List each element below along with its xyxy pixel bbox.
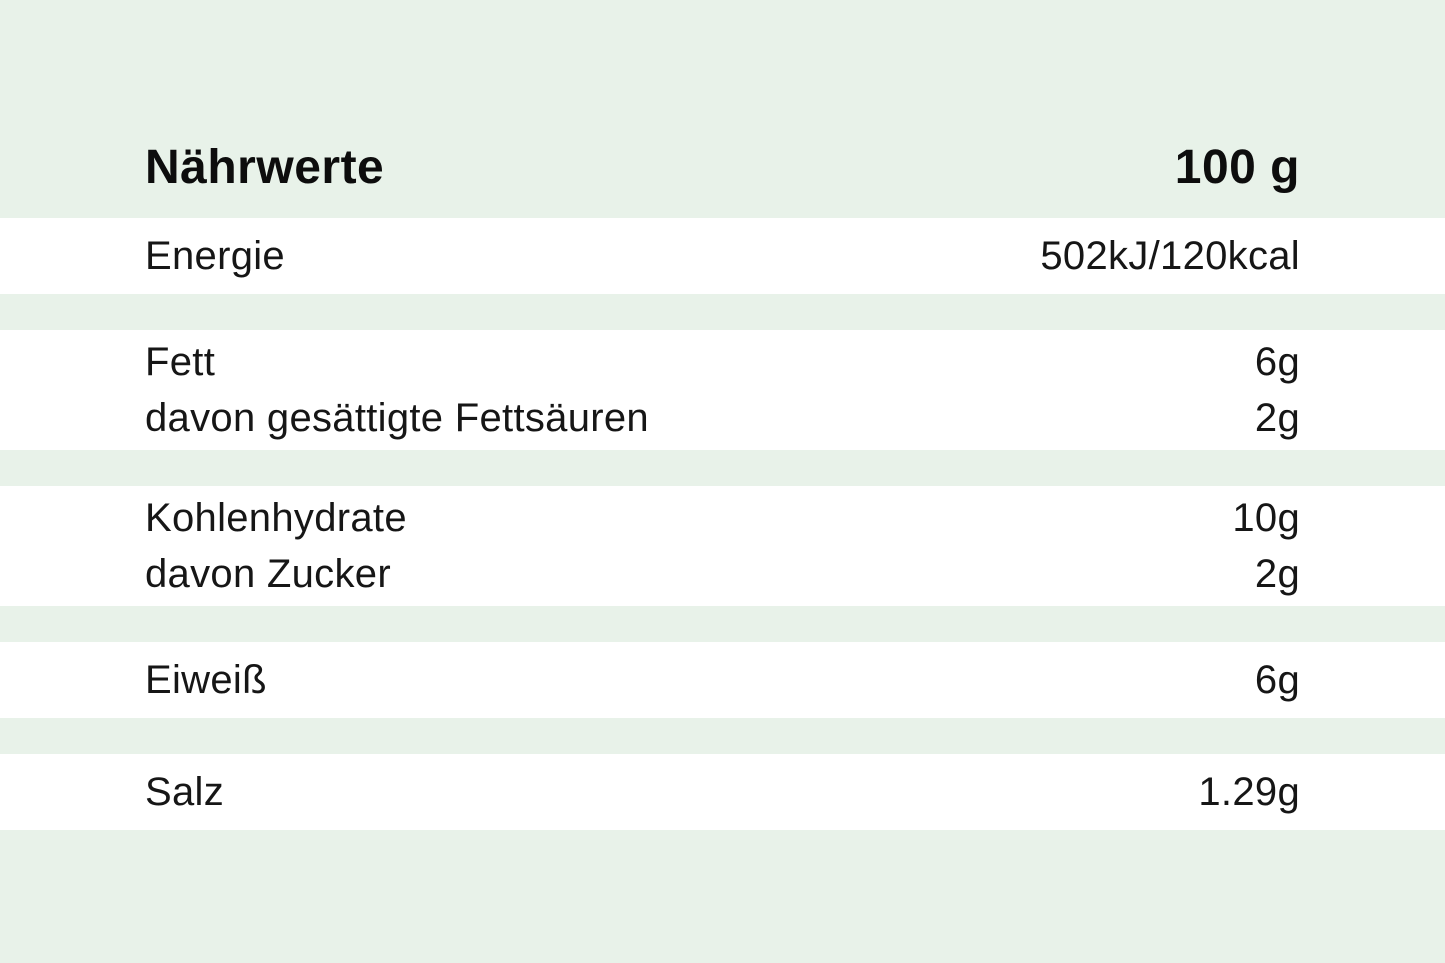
nutrient-value: 6g	[1254, 658, 1300, 702]
nutrient-value: 10g	[1232, 496, 1300, 540]
nutrition-line: Salz 1.29g	[145, 764, 1300, 820]
nutrition-subline: davon Zucker 2g	[145, 546, 1300, 602]
nutrient-value: 2g	[1254, 396, 1300, 440]
nutrition-row-kohlenhydrate: Kohlenhydrate 10g davon Zucker 2g	[0, 486, 1445, 606]
nutrition-row-eiweiss: Eiweiß 6g	[0, 642, 1445, 718]
nutrition-line: Fett 6g	[145, 334, 1300, 390]
nutrition-header: Nährwerte 100 g	[0, 0, 1445, 218]
nutrition-line: Kohlenhydrate 10g	[145, 490, 1300, 546]
nutrient-label: Eiweiß	[145, 658, 267, 702]
nutrient-label: davon Zucker	[145, 552, 391, 596]
nutrient-value: 2g	[1254, 552, 1300, 596]
nutrient-value: 502kJ/120kcal	[1040, 234, 1300, 278]
nutrient-label: Kohlenhydrate	[145, 496, 407, 540]
nutrient-label: davon gesättigte Fettsäuren	[145, 396, 649, 440]
nutrient-label: Fett	[145, 340, 216, 384]
nutrient-value: 1.29g	[1198, 770, 1300, 814]
nutrition-row-fett: Fett 6g davon gesättigte Fettsäuren 2g	[0, 330, 1445, 450]
nutrient-value: 6g	[1254, 340, 1300, 384]
nutrition-row-energie: Energie 502kJ/120kcal	[0, 218, 1445, 294]
nutrition-line: Energie 502kJ/120kcal	[145, 228, 1300, 284]
nutrient-label: Energie	[145, 234, 285, 278]
nutrition-title: Nährwerte	[145, 141, 385, 194]
nutrition-row-salz: Salz 1.29g	[0, 754, 1445, 830]
nutrition-line: Eiweiß 6g	[145, 652, 1300, 708]
amount-column-header: 100 g	[1174, 141, 1300, 194]
nutrition-subline: davon gesättigte Fettsäuren 2g	[145, 390, 1300, 446]
nutrition-label: Nährwerte 100 g Energie 502kJ/120kcal Fe…	[0, 0, 1445, 830]
nutrient-label: Salz	[145, 770, 225, 814]
